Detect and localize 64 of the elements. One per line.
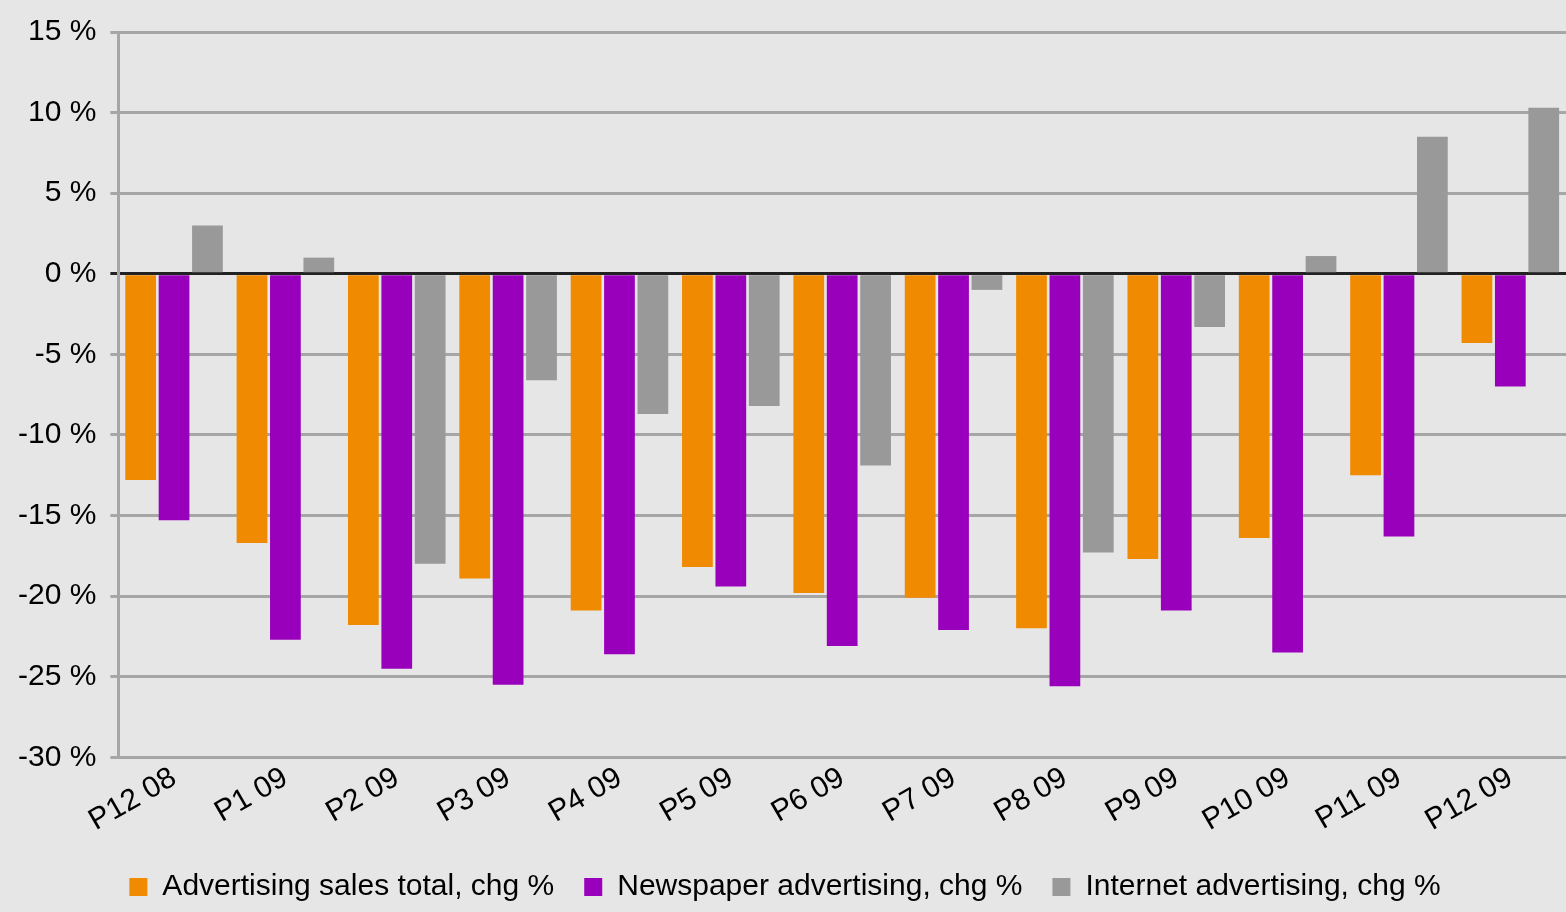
x-tick-label: P10 09 [1195, 759, 1295, 836]
bar [1082, 275, 1114, 553]
bar [1194, 275, 1226, 327]
y-tick-label: 15 % [27, 13, 97, 47]
bar [826, 275, 858, 647]
bar [1461, 275, 1493, 344]
x-tick-label: P9 09 [1099, 759, 1184, 828]
bar [604, 275, 635, 655]
x-tick-label: P5 09 [653, 759, 738, 828]
legend-label: Internet advertising, chg % [1085, 868, 1441, 902]
bar [971, 275, 1003, 290]
x-tick-label: P1 09 [208, 759, 293, 828]
bar [1127, 275, 1159, 560]
y-tick-label: -30 % [17, 738, 97, 772]
y-tick-label: 0 % [44, 255, 97, 289]
bar [414, 275, 446, 564]
y-tick-label: -5 % [34, 335, 97, 369]
bar [1160, 275, 1192, 611]
y-tick-label: -20 % [17, 577, 97, 611]
legend-label: Advertising sales total, chg % [162, 868, 555, 902]
bar [748, 275, 780, 406]
bar [682, 275, 713, 568]
x-tick-label: P12 09 [1418, 759, 1518, 836]
y-tick-label: -25 % [17, 657, 97, 691]
bar [270, 275, 301, 640]
y-tick-label: 5 % [44, 174, 97, 208]
bar [347, 275, 379, 626]
bar [526, 275, 557, 381]
bar [1494, 275, 1526, 387]
bar [1383, 275, 1415, 537]
bar [381, 275, 413, 669]
bar [1350, 275, 1381, 476]
bar [1016, 275, 1047, 629]
bar [125, 275, 157, 481]
bar [1417, 136, 1448, 273]
bar [938, 275, 969, 630]
bar [904, 275, 936, 598]
bar [492, 275, 524, 685]
y-tick-label: -15 % [17, 496, 97, 530]
bar [1305, 256, 1337, 273]
bar [793, 275, 825, 593]
x-tick-label: P4 09 [542, 759, 627, 828]
bar [459, 275, 491, 579]
y-tick-label: -10 % [17, 416, 97, 450]
bar [860, 275, 891, 466]
bar [158, 275, 190, 521]
bar [1238, 275, 1270, 539]
bar [192, 225, 223, 273]
bar [1272, 275, 1303, 653]
bar [715, 275, 747, 587]
y-tick-label: 10 % [27, 93, 97, 127]
x-tick-label: P3 09 [430, 759, 516, 828]
x-tick-label: P2 09 [319, 759, 404, 828]
bar [1528, 107, 1560, 273]
x-tick-label: P6 09 [764, 759, 850, 828]
bar [236, 275, 268, 543]
bar [1049, 275, 1081, 687]
bar [637, 275, 669, 414]
x-tick-label: P11 09 [1309, 759, 1407, 835]
bar [303, 257, 335, 273]
x-tick-label: P8 09 [987, 759, 1073, 828]
x-tick-label: P7 09 [876, 759, 961, 828]
bar [570, 275, 602, 611]
legend-label: Newspaper advertising, chg % [617, 868, 1023, 902]
